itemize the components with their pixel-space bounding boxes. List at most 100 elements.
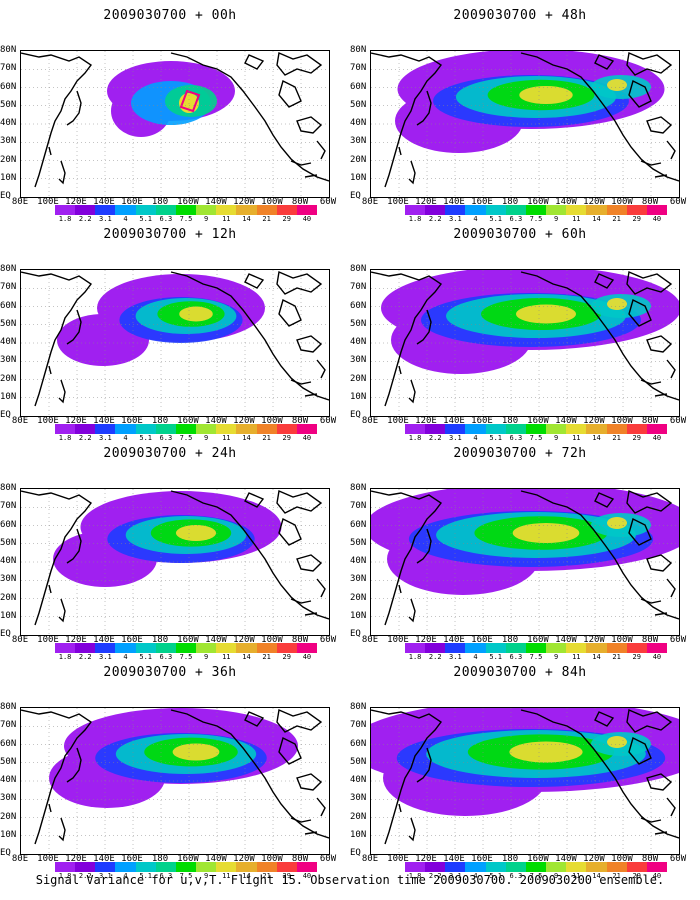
longitude-label: 100E bbox=[37, 635, 59, 645]
colorbar-swatch bbox=[505, 205, 526, 215]
colorbar-swatch bbox=[566, 643, 587, 653]
figure-caption: Signal Variance for u,v,T. Flight 15. Ob… bbox=[35, 873, 665, 887]
latitude-label: 80N bbox=[0, 45, 17, 55]
colorbar-swatch bbox=[135, 643, 156, 653]
latitude-label: 50N bbox=[350, 318, 367, 329]
colorbar-swatch bbox=[546, 643, 567, 653]
longitude-axis: 80E 100E 120E 140E 160E 180 160W 140W 120W 100W 80… bbox=[12, 635, 338, 646]
colorbar-labels: 1.8 2.2 3.1 4 5.1 6.3 7.5 9 11 14 21 29 40 bbox=[55, 654, 317, 662]
latitude-label: 30N bbox=[350, 574, 367, 585]
map-panel: 2009030700 + 60h 80N 70N 60N 50N 40N 30N 20N 10N… bbox=[350, 227, 690, 447]
colorbar-swatch bbox=[485, 862, 506, 872]
colorbar-swatch bbox=[256, 643, 277, 653]
colorbar-swatch bbox=[216, 643, 237, 653]
longitude-axis: 80E 100E 120E 140E 160E 180 160W 140W 120W 100W 80… bbox=[361, 854, 688, 865]
colorbar-label: 7.5 bbox=[179, 872, 193, 880]
latitude-label: 50N bbox=[0, 318, 17, 329]
map-area bbox=[370, 488, 680, 636]
longitude-label: 100W bbox=[261, 635, 283, 645]
longitude-label: 60W bbox=[669, 635, 687, 645]
colorbar-swatch bbox=[546, 862, 567, 872]
colorbar-label: 5.1 bbox=[489, 653, 503, 661]
colorbar bbox=[55, 205, 318, 215]
longitude-axis: 80E 100E 120E 140E 160E 180 160W 140W 120W 100W 80… bbox=[12, 416, 338, 427]
colorbar-swatch bbox=[196, 643, 217, 653]
colorbar-label: 7.5 bbox=[179, 215, 193, 223]
colorbar-label: 9 bbox=[554, 653, 559, 661]
longitude-label: 160E bbox=[471, 635, 493, 645]
colorbar-label: 2.2 bbox=[428, 872, 442, 880]
latitude-label: 80N bbox=[350, 702, 367, 712]
colorbar-swatch bbox=[646, 424, 668, 434]
colorbar-label: 6.3 bbox=[509, 434, 523, 442]
colorbar-label: 40 bbox=[302, 872, 312, 880]
colorbar-swatch bbox=[465, 205, 486, 215]
longitude-axis: 80E 100E 120E 140E 160E 180 160W 140W 120W 100W 80… bbox=[361, 416, 688, 427]
colorbar-swatch bbox=[626, 643, 647, 653]
colorbar-label: 21 bbox=[612, 653, 621, 661]
latitude-label: 70N bbox=[0, 282, 17, 293]
longitude-label: 160E bbox=[471, 197, 493, 207]
colorbar-label: 40 bbox=[302, 434, 312, 442]
longitude-label: 60W bbox=[669, 416, 687, 426]
colorbar-swatch bbox=[566, 205, 587, 215]
colorbar-swatch bbox=[606, 643, 627, 653]
colorbar-swatch bbox=[465, 862, 486, 872]
colorbar-label: 5.1 bbox=[489, 872, 503, 880]
colorbar-swatch bbox=[505, 424, 526, 434]
colorbar-label: 14 bbox=[592, 434, 601, 442]
longitude-label: 80E bbox=[361, 416, 379, 426]
colorbar bbox=[55, 862, 318, 872]
longitude-label: 120E bbox=[415, 197, 437, 207]
longitude-label: 120W bbox=[583, 416, 605, 426]
colorbar-swatch bbox=[115, 424, 136, 434]
colorbar-swatch bbox=[606, 424, 627, 434]
longitude-label: 180 bbox=[151, 416, 169, 426]
latitude-label: 80N bbox=[0, 702, 17, 712]
longitude-label: 160E bbox=[121, 416, 143, 426]
colorbar-swatch bbox=[525, 643, 547, 653]
colorbar-label: 29 bbox=[632, 215, 641, 223]
colorbar-label: 1.8 bbox=[58, 434, 72, 442]
colorbar-label: 4 bbox=[473, 215, 478, 223]
colorbar bbox=[55, 643, 318, 653]
panel-title: 2009030700 + 12h bbox=[103, 227, 237, 242]
colorbar-label: 6.3 bbox=[159, 434, 173, 442]
colorbar bbox=[405, 205, 668, 215]
colorbar-label: 11 bbox=[572, 653, 581, 661]
colorbar-label: 3.1 bbox=[99, 215, 112, 223]
colorbar-label: 21 bbox=[612, 872, 621, 880]
colorbar-swatch bbox=[505, 862, 526, 872]
latitude-label: 60N bbox=[350, 300, 367, 311]
colorbar-swatch bbox=[55, 643, 76, 653]
latitude-label: 70N bbox=[0, 720, 17, 731]
colorbar-label: 2.2 bbox=[428, 653, 442, 661]
colorbar-label: 21 bbox=[262, 653, 271, 661]
variance-field bbox=[371, 489, 679, 635]
colorbar-swatch bbox=[216, 205, 237, 215]
colorbar-label: 14 bbox=[242, 872, 251, 880]
colorbar-swatch bbox=[445, 205, 466, 215]
colorbar-label: 11 bbox=[222, 653, 231, 661]
colorbar-swatch bbox=[445, 643, 466, 653]
colorbar-label: 29 bbox=[632, 872, 641, 880]
colorbar-label: 29 bbox=[282, 653, 291, 661]
longitude-label: 140E bbox=[443, 635, 465, 645]
colorbar-swatch bbox=[485, 205, 506, 215]
colorbar-swatch bbox=[525, 424, 547, 434]
colorbar-swatch bbox=[425, 643, 446, 653]
colorbar-swatch bbox=[566, 424, 587, 434]
longitude-label: 100W bbox=[611, 635, 633, 645]
latitude-label: 80N bbox=[350, 483, 367, 493]
colorbar-label: 6.3 bbox=[509, 653, 523, 661]
colorbar-swatch bbox=[95, 643, 116, 653]
longitude-label: 80E bbox=[361, 854, 379, 864]
colorbar-label: 4 bbox=[473, 872, 478, 880]
latitude-label: 40N bbox=[350, 556, 367, 566]
colorbar-labels: 1.8 2.2 3.1 4 5.1 6.3 7.5 9 11 14 21 29 40 bbox=[55, 873, 317, 881]
colorbar-label: 5.1 bbox=[489, 434, 503, 442]
colorbar-swatch bbox=[155, 424, 176, 434]
longitude-label: 160W bbox=[177, 416, 199, 426]
longitude-label: 160E bbox=[471, 854, 493, 864]
longitude-label: 60W bbox=[319, 635, 337, 645]
